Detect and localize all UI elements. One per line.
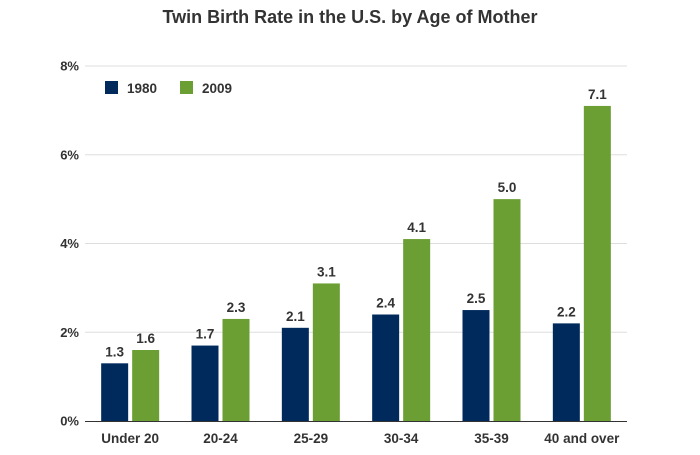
gridlines [85, 65, 627, 333]
data-label: 5.0 [498, 180, 517, 195]
data-label: 1.7 [196, 327, 215, 342]
data-label: 1.3 [105, 344, 124, 359]
bar-1980 [372, 314, 400, 421]
bar-1980 [281, 327, 309, 421]
y-tick-label: 4% [60, 236, 79, 251]
y-axis-ticks: 0% 2% 4% 6% 8% [60, 59, 79, 429]
data-label: 2.2 [557, 304, 576, 319]
x-category-label: 30-34 [384, 431, 419, 446]
data-label: 2.4 [376, 296, 395, 311]
legend-swatch-2009 [180, 81, 193, 94]
data-labels: 1.3 1.6 1.7 2.3 2.1 3.1 2.4 4.1 2.5 5.0 2.2 7.1 [105, 87, 607, 359]
x-category-label: 35-39 [474, 431, 509, 446]
legend: 1980 2009 [105, 81, 232, 96]
bar-2009 [222, 318, 250, 421]
x-category-label: 20-24 [203, 431, 238, 446]
y-tick-label: 8% [60, 59, 79, 74]
data-label: 2.5 [467, 291, 486, 306]
x-category-label: 40 and over [544, 431, 620, 446]
data-label: 3.1 [317, 264, 336, 279]
data-label: 1.6 [136, 331, 155, 346]
bar-1980 [462, 310, 490, 421]
x-category-label: Under 20 [101, 431, 159, 446]
x-category-label: 25-29 [294, 431, 329, 446]
bar-2009 [312, 283, 340, 421]
y-tick-label: 0% [60, 414, 79, 429]
y-tick-label: 2% [60, 325, 79, 340]
bar-2009 [493, 199, 521, 421]
data-label: 4.1 [407, 220, 426, 235]
x-axis-categories: Under 20 20-24 25-29 30-34 35-39 40 and over [101, 431, 620, 446]
y-tick-label: 6% [60, 147, 79, 162]
legend-label: 1980 [127, 81, 157, 96]
legend-label: 2009 [202, 81, 232, 96]
data-label: 2.3 [227, 300, 246, 315]
bar-2009 [583, 105, 611, 421]
bar-2009 [132, 350, 160, 421]
bar-1980 [191, 345, 219, 421]
bar-1980 [101, 363, 129, 421]
bar-2009 [403, 239, 431, 421]
data-label: 7.1 [588, 87, 607, 102]
chart-title: Twin Birth Rate in the U.S. by Age of Mo… [162, 7, 537, 27]
bars [101, 105, 611, 421]
data-label: 2.1 [286, 309, 305, 324]
bar-1980 [552, 323, 580, 421]
legend-swatch-1980 [105, 81, 118, 94]
